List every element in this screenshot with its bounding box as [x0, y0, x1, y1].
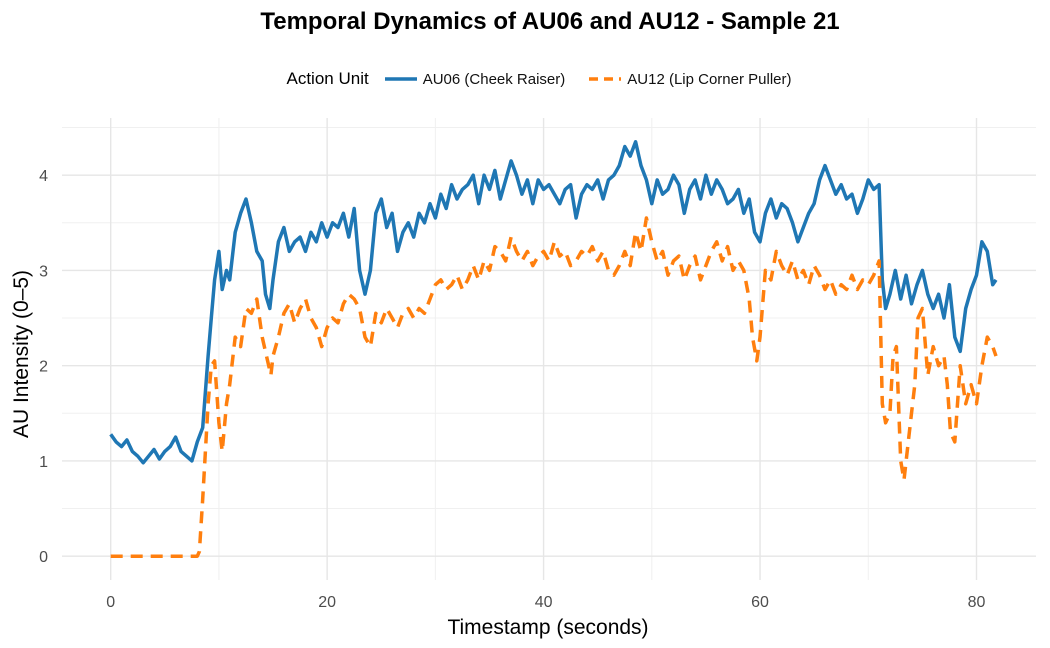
legend-key-au12 [589, 77, 622, 81]
x-tick-label: 60 [751, 594, 769, 611]
y-tick-label: 4 [39, 168, 48, 185]
x-tick-label: 0 [106, 594, 115, 611]
y-tick-label: 0 [39, 549, 48, 566]
x-tick-label: 80 [968, 594, 986, 611]
legend-title: Action Unit [286, 69, 369, 88]
legend-item-au06: AU06 (Cheek Raiser) [383, 70, 566, 88]
y-tick-label: 3 [39, 263, 48, 280]
legend-item-au12: AU12 (Lip Corner Puller) [587, 70, 792, 88]
chart-title: Temporal Dynamics of AU06 and AU12 - Sam… [260, 8, 840, 35]
x-tick-labels: 0 20 40 60 80 [106, 594, 985, 611]
legend-key-au06 [384, 77, 417, 81]
series-line-au12 [110, 216, 998, 558]
legend: Action Unit AU06 (Cheek Raiser) AU12 (Li… [0, 66, 1050, 92]
legend-label-au06: AU06 (Cheek Raiser) [422, 70, 566, 88]
legend-label-au12: AU12 (Lip Corner Puller) [627, 70, 792, 88]
series-layer [109, 140, 998, 558]
x-axis-title: Timestamp (seconds) [447, 616, 648, 639]
grid-minor [62, 118, 1036, 580]
x-tick-label: 40 [535, 594, 553, 611]
y-tick-label: 1 [39, 454, 48, 471]
y-axis-title: AU Intensity (0–5) [10, 270, 33, 438]
y-tick-label: 2 [39, 359, 48, 376]
grid-major [62, 118, 1036, 580]
x-tick-label: 20 [318, 594, 336, 611]
y-tick-labels: 0 1 2 3 4 [39, 168, 48, 566]
series-line-au06 [109, 140, 998, 465]
